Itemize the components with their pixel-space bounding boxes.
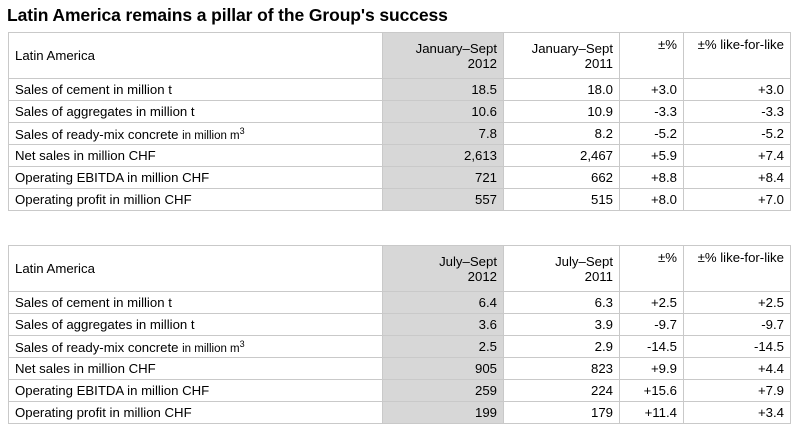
- table-row: Sales of aggregates in million t 10.6 10…: [8, 100, 791, 123]
- value-2011: 224: [503, 379, 620, 402]
- row-label: Operating profit in million CHF: [8, 401, 383, 424]
- results-table-january-september: Latin America January–Sept 2012 January–S…: [8, 32, 791, 211]
- header-period-2012: January–Sept 2012: [382, 32, 504, 79]
- value-2011: 662: [503, 166, 620, 189]
- table-row: Sales of ready-mix concrete in million m…: [8, 335, 791, 358]
- value-2011: 10.9: [503, 100, 620, 123]
- row-label: Sales of ready-mix concrete in million m…: [8, 335, 383, 358]
- value-2011: 179: [503, 401, 620, 424]
- row-label: Net sales in million CHF: [8, 144, 383, 167]
- table-row: Sales of aggregates in million t 3.6 3.9…: [8, 313, 791, 336]
- change-pct: -3.3: [619, 100, 684, 123]
- row-label: Sales of cement in million t: [8, 78, 383, 101]
- table-row: Operating EBITDA in million CHF 259 224 …: [8, 379, 791, 402]
- like-for-like-pct: -5.2: [683, 122, 791, 145]
- value-2011: 515: [503, 188, 620, 211]
- row-label: Operating profit in million CHF: [8, 188, 383, 211]
- row-label: Operating EBITDA in million CHF: [8, 166, 383, 189]
- table-row: Net sales in million CHF 905 823 +9.9 +4…: [8, 357, 791, 380]
- header-period-2011: January–Sept 2011: [503, 32, 620, 79]
- like-for-like-pct: +4.4: [683, 357, 791, 380]
- value-2011: 18.0: [503, 78, 620, 101]
- value-2012: 2,613: [382, 144, 504, 167]
- value-2012: 557: [382, 188, 504, 211]
- header-like-for-like: ±% like-for-like: [683, 245, 791, 292]
- table-header-row: Latin America January–Sept 2012 January–S…: [8, 32, 791, 79]
- table-row: Operating profit in million CHF 557 515 …: [8, 188, 791, 211]
- row-label: Operating EBITDA in million CHF: [8, 379, 383, 402]
- table-row: Sales of ready-mix concrete in million m…: [8, 122, 791, 145]
- like-for-like-pct: +7.4: [683, 144, 791, 167]
- header-like-for-like: ±% like-for-like: [683, 32, 791, 79]
- like-for-like-pct: +7.9: [683, 379, 791, 402]
- change-pct: +2.5: [619, 291, 684, 314]
- page-title: Latin America remains a pillar of the Gr…: [7, 5, 448, 25]
- value-2011: 8.2: [503, 122, 620, 145]
- value-2012: 10.6: [382, 100, 504, 123]
- value-2012: 18.5: [382, 78, 504, 101]
- change-pct: +8.0: [619, 188, 684, 211]
- table-row: Sales of cement in million t 18.5 18.0 +…: [8, 78, 791, 101]
- change-pct: -5.2: [619, 122, 684, 145]
- value-2011: 823: [503, 357, 620, 380]
- value-2011: 2,467: [503, 144, 620, 167]
- header-period-2011: July–Sept 2011: [503, 245, 620, 292]
- table-row: Net sales in million CHF 2,613 2,467 +5.…: [8, 144, 791, 167]
- table-row: Operating EBITDA in million CHF 721 662 …: [8, 166, 791, 189]
- change-pct: -14.5: [619, 335, 684, 358]
- value-2011: 2.9: [503, 335, 620, 358]
- like-for-like-pct: +8.4: [683, 166, 791, 189]
- change-pct: +3.0: [619, 78, 684, 101]
- row-label: Net sales in million CHF: [8, 357, 383, 380]
- change-pct: +5.9: [619, 144, 684, 167]
- like-for-like-pct: +3.0: [683, 78, 791, 101]
- change-pct: +15.6: [619, 379, 684, 402]
- table-row: Operating profit in million CHF 199 179 …: [8, 401, 791, 424]
- table-header-row: Latin America July–Sept 2012 July–Sept 201…: [8, 245, 791, 292]
- like-for-like-pct: +2.5: [683, 291, 791, 314]
- row-label: Sales of cement in million t: [8, 291, 383, 314]
- value-2012: 905: [382, 357, 504, 380]
- value-2012: 259: [382, 379, 504, 402]
- value-2012: 199: [382, 401, 504, 424]
- value-2012: 2.5: [382, 335, 504, 358]
- table-row: Sales of cement in million t 6.4 6.3 +2.…: [8, 291, 791, 314]
- row-label: Sales of ready-mix concrete in million m…: [8, 122, 383, 145]
- header-change-pct: ±%: [619, 32, 684, 79]
- header-period-2012: July–Sept 2012: [382, 245, 504, 292]
- value-2012: 6.4: [382, 291, 504, 314]
- like-for-like-pct: -14.5: [683, 335, 791, 358]
- change-pct: +8.8: [619, 166, 684, 189]
- row-label: Sales of aggregates in million t: [8, 313, 383, 336]
- change-pct: -9.7: [619, 313, 684, 336]
- value-2012: 3.6: [382, 313, 504, 336]
- like-for-like-pct: -3.3: [683, 100, 791, 123]
- header-region-label: Latin America: [8, 32, 383, 79]
- change-pct: +9.9: [619, 357, 684, 380]
- value-2011: 3.9: [503, 313, 620, 336]
- row-label: Sales of aggregates in million t: [8, 100, 383, 123]
- value-2012: 721: [382, 166, 504, 189]
- like-for-like-pct: +7.0: [683, 188, 791, 211]
- header-change-pct: ±%: [619, 245, 684, 292]
- like-for-like-pct: +3.4: [683, 401, 791, 424]
- change-pct: +11.4: [619, 401, 684, 424]
- value-2011: 6.3: [503, 291, 620, 314]
- header-region-label: Latin America: [8, 245, 383, 292]
- value-2012: 7.8: [382, 122, 504, 145]
- like-for-like-pct: -9.7: [683, 313, 791, 336]
- results-table-july-september: Latin America July–Sept 2012 July–Sept 201…: [8, 245, 791, 424]
